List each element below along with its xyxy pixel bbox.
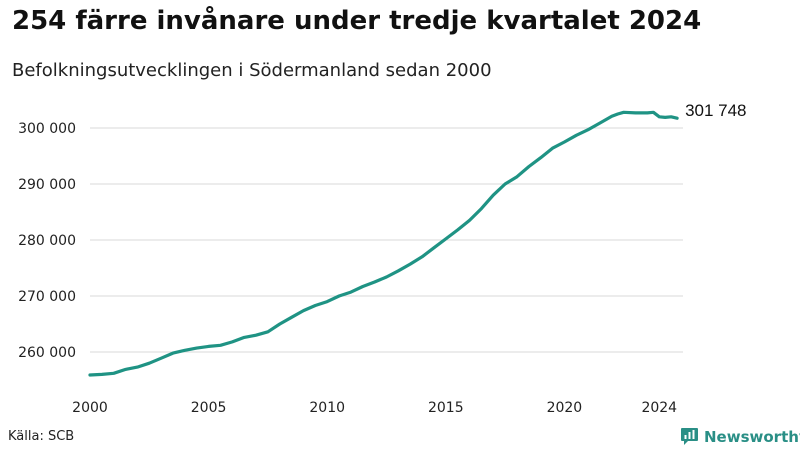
series-layer [88,110,679,377]
x-tick-label: 2000 [72,400,108,416]
brand-name: Newsworthy [704,427,800,446]
end-value-label: 301 748 [685,101,746,120]
gridlines [90,127,683,353]
x-tick-label: 2020 [547,400,583,416]
chart-subtitle: Befolkningsutvecklingen i Södermanland s… [12,60,492,81]
x-axis-ticks: 2000 2005 2010 2015 2020 2024 [72,400,677,416]
y-tick-label: 290 000 [18,177,76,193]
newsworthy-logo-icon [681,428,698,445]
y-axis-ticks: 260 000 270 000 280 000 290 000 300 000 [18,121,76,361]
y-tick-label: 270 000 [18,289,76,305]
brand-logo[interactable]: Newsworthy [680,427,800,446]
y-tick-label: 260 000 [18,345,76,361]
data-labels: 301 748 [685,101,746,120]
line-chart: 260 000 270 000 280 000 290 000 300 000 2000… [18,101,746,416]
series-line [88,110,679,377]
source-note: Källa: SCB [8,429,75,444]
x-tick-label: 2015 [428,400,464,416]
x-tick-label: 2024 [641,400,677,416]
y-tick-label: 280 000 [18,233,76,249]
x-tick-label: 2005 [191,400,227,416]
x-tick-label: 2010 [309,400,345,416]
chart-title: 254 färre invånare under tredje kvartale… [12,6,702,36]
y-tick-label: 300 000 [18,121,76,137]
